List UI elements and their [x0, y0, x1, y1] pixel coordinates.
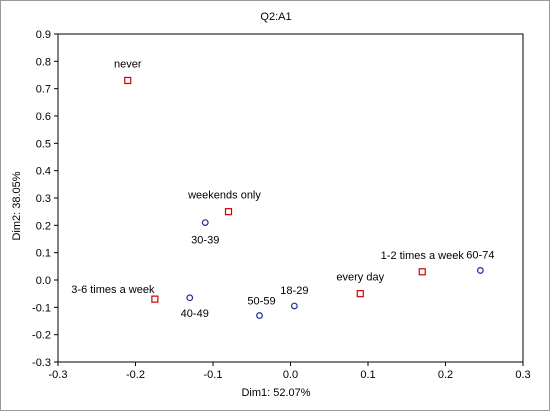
y-tick-label: -0.2	[32, 330, 51, 342]
chart-title: Q2:A1	[260, 11, 292, 23]
x-tick-label: 0.3	[515, 369, 530, 381]
y-tick-label: -0.3	[32, 357, 51, 369]
point-label: 1-2 times a week	[381, 250, 465, 262]
point-label: 60-74	[466, 249, 494, 261]
circle-marker	[290, 302, 298, 310]
x-tick-label: 0.1	[360, 369, 375, 381]
point-label: never	[114, 58, 142, 70]
square-marker	[124, 76, 132, 85]
x-axis-label: Dim1: 52.07%	[241, 387, 311, 399]
point-label: 30-39	[191, 235, 219, 247]
point-label: weekends only	[187, 190, 261, 202]
y-tick-label: 0.5	[36, 138, 51, 150]
square-marker	[151, 295, 159, 303]
point-label: 40-49	[181, 308, 209, 320]
square-marker	[224, 208, 233, 216]
y-tick-label: 0.7	[36, 84, 51, 96]
x-tick-label: -0.2	[126, 369, 145, 381]
square-marker	[418, 268, 426, 276]
x-tick-label: -0.1	[204, 369, 223, 381]
x-tick-label: -0.3	[49, 369, 68, 381]
circle-marker	[476, 267, 484, 274]
x-tick-label: 0.0	[283, 369, 298, 381]
y-axis-label: Dim2: 38.05%	[11, 171, 23, 241]
point-label: 50-59	[247, 296, 275, 308]
y-tick-label: 0.1	[36, 248, 51, 260]
y-tick-label: 0.4	[36, 166, 51, 178]
point-label: 18-29	[280, 285, 308, 297]
y-tick-label: 0.2	[36, 220, 51, 232]
point-label: 3-6 times a week	[71, 284, 155, 296]
y-tick-label: 0.0	[36, 275, 51, 287]
y-tick-label: 0.3	[36, 193, 51, 205]
y-tick-label: 0.9	[36, 29, 51, 41]
point-label: every day	[336, 272, 384, 284]
y-tick-label: 0.6	[36, 111, 51, 123]
y-tick-label: -0.1	[32, 302, 51, 314]
y-tick-label: 0.8	[36, 56, 51, 68]
circle-marker	[256, 312, 263, 319]
circle-marker	[201, 219, 209, 227]
circle-marker	[186, 294, 194, 302]
x-tick-label: 0.2	[438, 369, 453, 381]
square-marker	[356, 290, 364, 298]
